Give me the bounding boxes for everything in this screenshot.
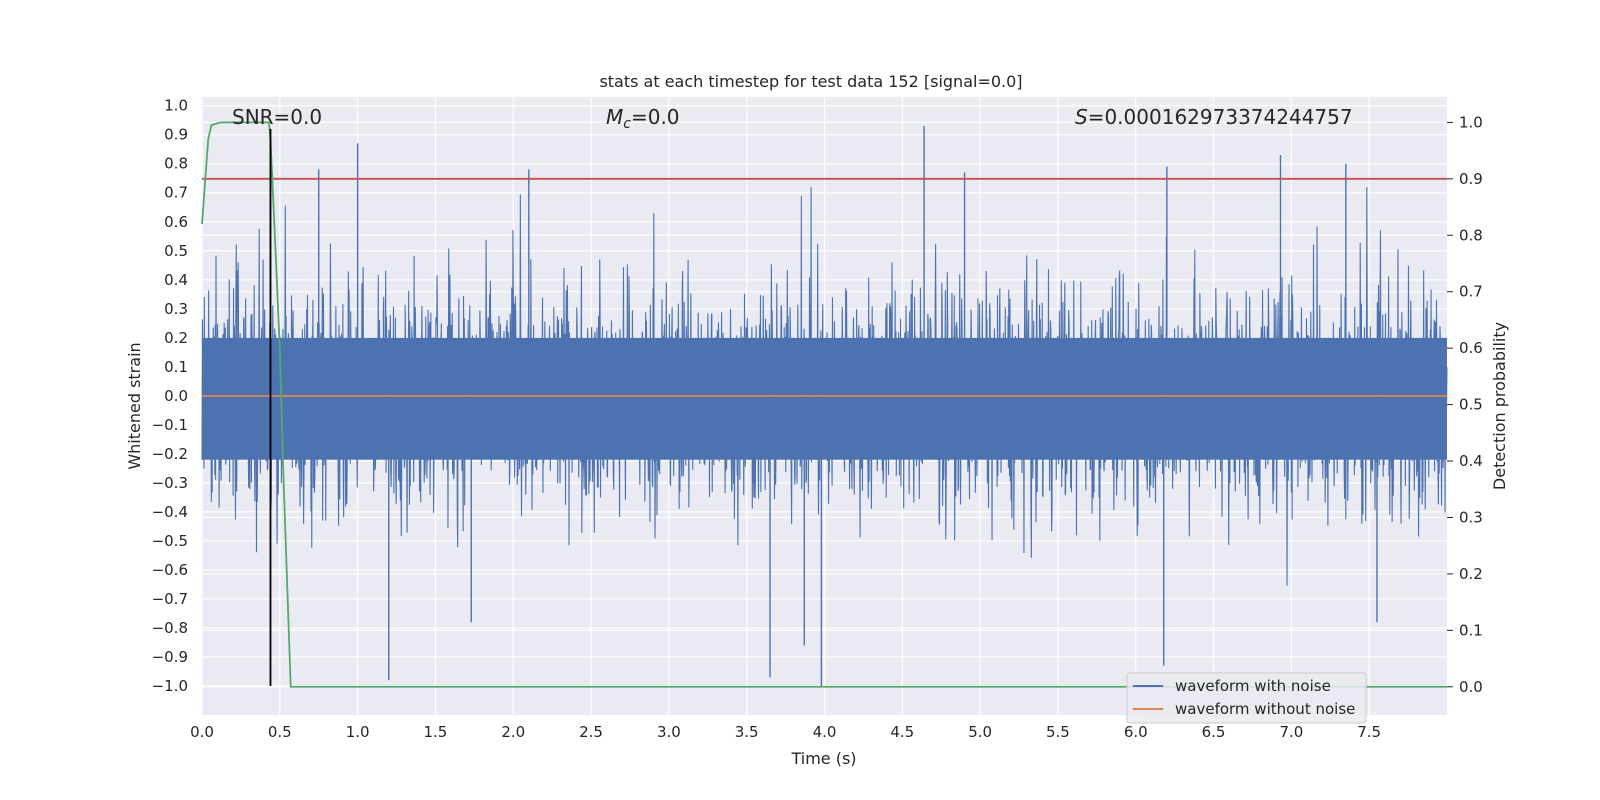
y-left-tick-label: −0.5 (152, 532, 188, 550)
x-tick-label: 0.5 (268, 723, 292, 741)
legend-label-clean: waveform without noise (1175, 700, 1355, 718)
y-left-tick-label: −0.3 (152, 474, 188, 492)
y-right-tick-label: 0.6 (1459, 339, 1483, 357)
y-right-tick-label: 0.5 (1459, 396, 1483, 414)
y-right-tick-label: 0.3 (1459, 508, 1483, 526)
y-axis-left-label: Whitened strain (125, 342, 144, 469)
y-left-tick-label: 0.2 (164, 329, 188, 347)
y-right-tick-label: 0.7 (1459, 283, 1483, 301)
y-right-tick-label: 0.2 (1459, 565, 1483, 583)
y-axis-right-label: Detection probability (1490, 322, 1509, 490)
y-left-tick-label: 0.8 (164, 155, 188, 173)
y-left-tick-label: 1.0 (164, 97, 188, 115)
y-left-tick-label: 0.1 (164, 358, 188, 376)
y-left-tick-label: 0.3 (164, 300, 188, 318)
x-tick-label: 7.5 (1357, 723, 1381, 741)
axes: 0.0 0.5 1.0 1.5 2.0 2.5 3.0 3.5 4.0 4.5 5.0 5.5 6.0 6… (152, 97, 1483, 741)
y-left-tick-label: 0.6 (164, 213, 188, 231)
y-left-tick-label: −0.7 (152, 590, 188, 608)
x-tick-label: 7.0 (1279, 723, 1303, 741)
y-left-tick-label: 0.4 (164, 271, 188, 289)
y-right-tick-label: 1.0 (1459, 113, 1483, 131)
line-series (201, 121, 1447, 688)
chart-title: stats at each timestep for test data 152… (599, 72, 1022, 91)
x-tick-label: 5.0 (968, 723, 992, 741)
legend-box (1126, 672, 1367, 724)
x-tick-label: 4.0 (813, 723, 837, 741)
x-tick-label: 1.0 (346, 723, 370, 741)
x-tick-label: 5.5 (1046, 723, 1070, 741)
x-tick-label: 0.0 (190, 723, 214, 741)
x-tick-label: 2.0 (501, 723, 525, 741)
y-right-tick-label: 0.0 (1459, 678, 1483, 696)
y-left-tick-label: −0.1 (152, 416, 188, 434)
y-left-tick-label: −0.8 (152, 619, 188, 637)
legend: waveform with noise waveform without noi… (1126, 672, 1367, 724)
y-left-tick-label: 0.0 (164, 387, 188, 405)
y-left-tick-label: −0.9 (152, 648, 188, 666)
x-tick-label: 4.5 (890, 723, 914, 741)
x-tick-label: 6.0 (1124, 723, 1148, 741)
x-tick-label: 6.5 (1202, 723, 1226, 741)
x-axis-label: Time (s) (790, 749, 856, 768)
y-right-tick-label: 0.1 (1459, 621, 1483, 639)
snr-annotation: SNR=0.0 (232, 105, 322, 129)
y-right-tick-label: 0.8 (1459, 226, 1483, 244)
y-left-tick-label: −0.2 (152, 445, 188, 463)
y-left-tick-label: −0.6 (152, 561, 188, 579)
legend-label-noise: waveform with noise (1175, 677, 1331, 695)
y-left-tick-label: 0.7 (164, 184, 188, 202)
y-left-tick-label: −1.0 (152, 677, 188, 695)
noise-series (201, 126, 1448, 686)
y-left-tick-label: 0.5 (164, 242, 188, 260)
x-tick-label: 1.5 (424, 723, 448, 741)
mc-annotation: Mc=0.0 (606, 105, 680, 132)
x-tick-label: 3.0 (657, 723, 681, 741)
y-right-tick-label: 0.4 (1459, 452, 1483, 470)
y-right-tick-label: 0.9 (1459, 170, 1483, 188)
s-annotation: S=0.000162973374244757 (1075, 105, 1353, 129)
x-tick-label: 2.5 (579, 723, 603, 741)
x-tick-label: 3.5 (735, 723, 759, 741)
noise-dense-band (202, 337, 1447, 460)
y-left-tick-label: 0.9 (164, 126, 188, 144)
y-left-tick-label: −0.4 (152, 503, 188, 521)
